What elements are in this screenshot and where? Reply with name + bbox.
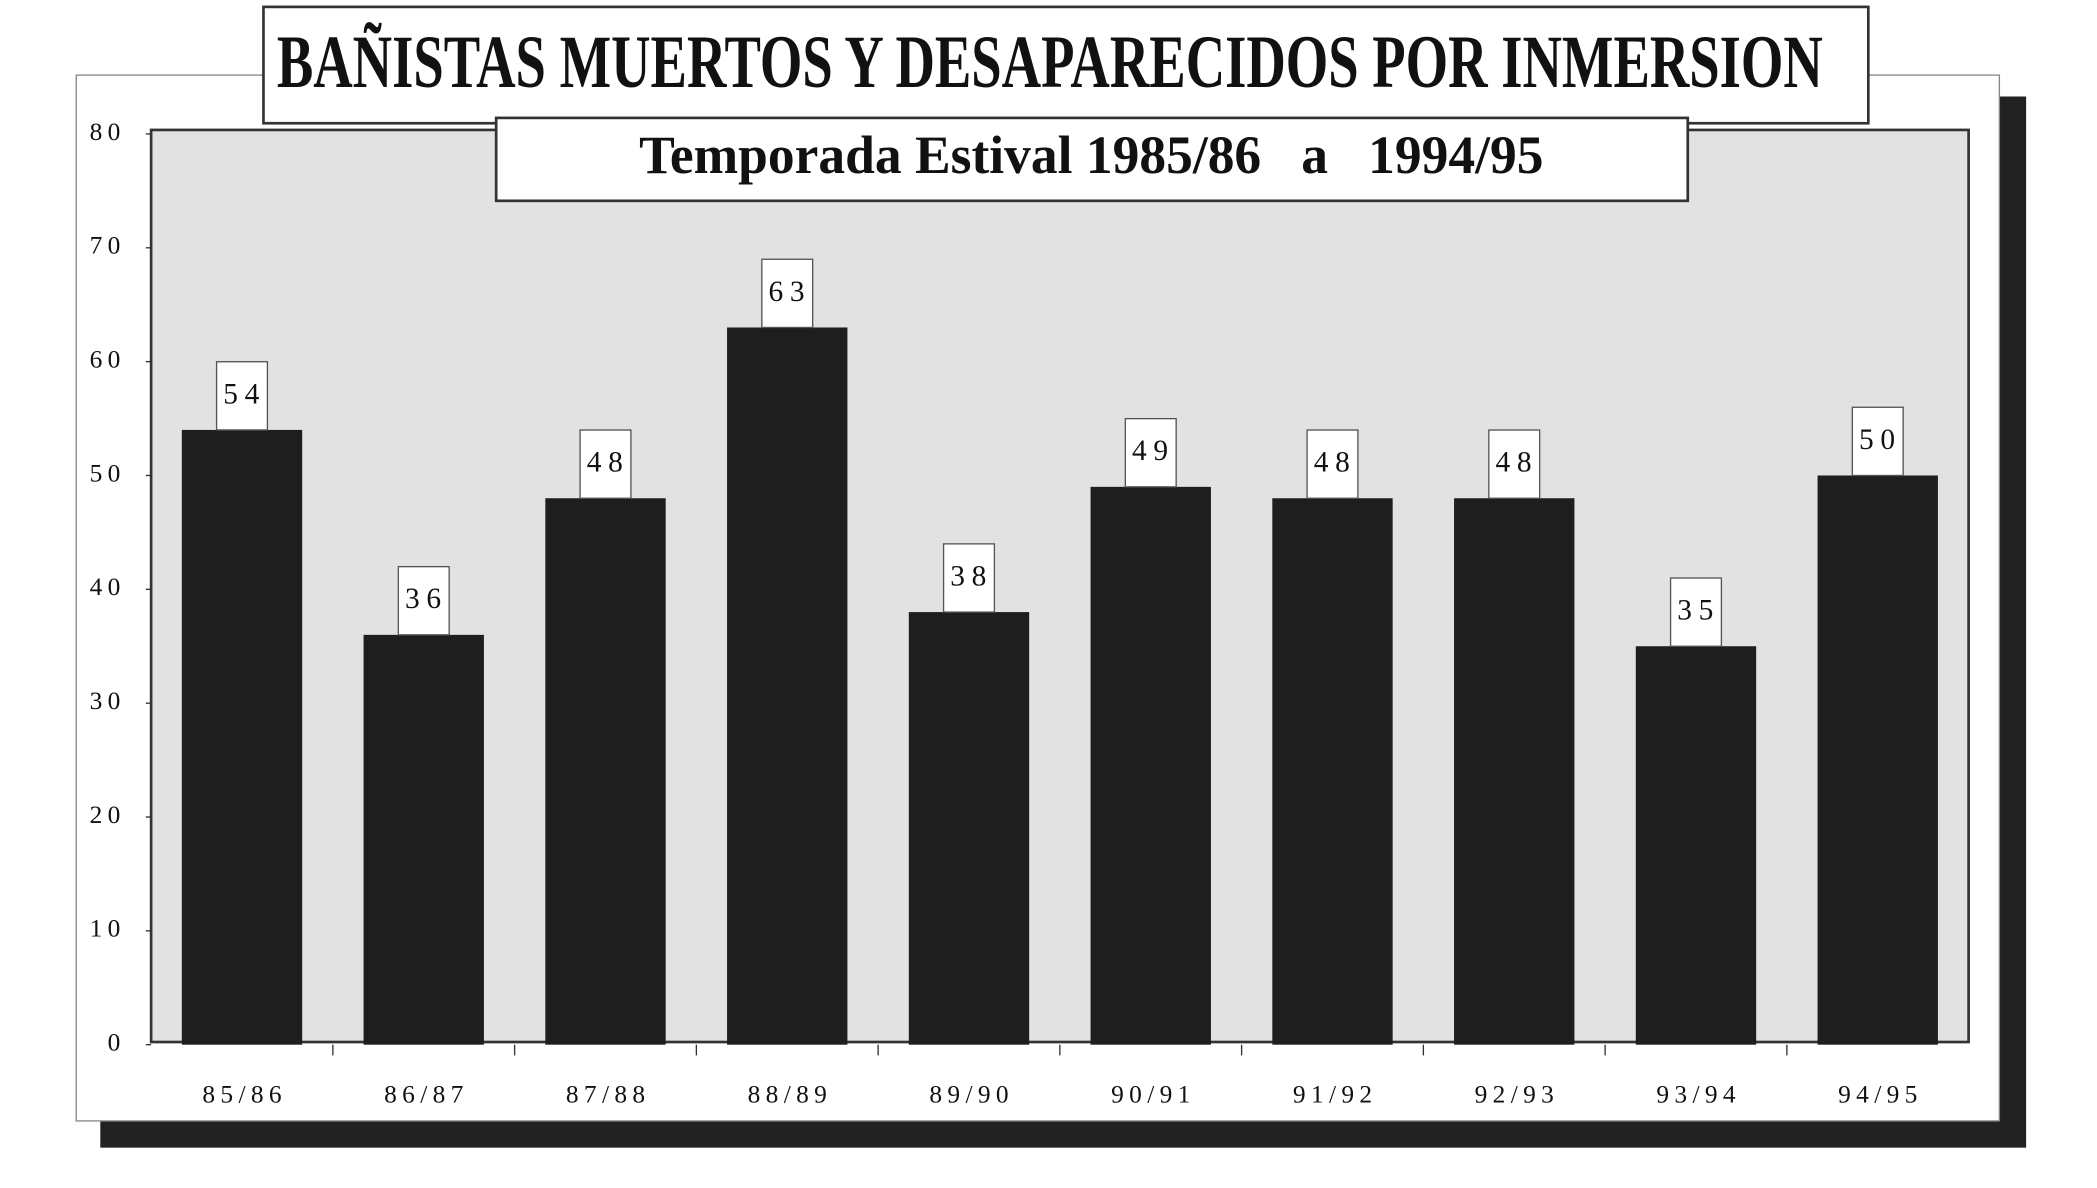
value-label-box xyxy=(215,361,269,431)
value-label: 63 xyxy=(769,276,812,308)
value-label-box xyxy=(579,429,632,499)
value-label: 38 xyxy=(950,560,993,592)
value-label-box xyxy=(397,565,450,636)
y-tick-label: 80 xyxy=(90,118,126,146)
y-tick-label: 10 xyxy=(90,915,126,943)
x-tick-label: 85/86 xyxy=(202,1081,287,1109)
subtitle-box xyxy=(494,116,1690,203)
value-label-box xyxy=(1306,429,1359,499)
value-label-box xyxy=(1488,429,1541,499)
y-tick-label: 70 xyxy=(90,232,126,260)
chart-subtitle: Temporada Estival 1985/86 a 1994/95 xyxy=(639,125,1543,185)
value-label: 48 xyxy=(587,447,630,479)
x-tick-label: 91/92 xyxy=(1293,1081,1378,1109)
value-label: 54 xyxy=(223,378,266,410)
bar xyxy=(1090,486,1211,1045)
value-label: 49 xyxy=(1132,435,1175,467)
value-label: 35 xyxy=(1677,595,1720,627)
bar xyxy=(908,612,1030,1045)
x-tick-label: 86/87 xyxy=(384,1081,469,1109)
bar xyxy=(181,429,303,1045)
value-label: 50 xyxy=(1859,424,1902,456)
x-tick-label: 88/89 xyxy=(748,1081,833,1109)
value-label: 48 xyxy=(1496,447,1539,479)
value-label-box xyxy=(761,258,814,329)
bar xyxy=(1817,475,1938,1045)
y-tick-label: 60 xyxy=(90,345,126,373)
y-tick-label: 40 xyxy=(90,573,126,601)
value-label-box xyxy=(1124,417,1177,488)
y-tick-label: 0 xyxy=(108,1029,126,1057)
x-tick-label: 87/88 xyxy=(566,1081,651,1109)
value-label: 36 xyxy=(405,583,448,615)
chart-title: BAÑISTAS MUERTOS Y DESAPARECIDOS POR INM… xyxy=(277,21,1823,104)
value-label-box xyxy=(1669,577,1723,647)
bar xyxy=(363,634,484,1045)
bar xyxy=(727,327,848,1045)
y-tick-label: 20 xyxy=(90,801,126,829)
value-label-box xyxy=(1851,406,1904,477)
x-tick-label: 93/94 xyxy=(1656,1081,1741,1109)
x-tick-label: 92/93 xyxy=(1475,1081,1560,1109)
value-label-box xyxy=(942,543,996,613)
bar xyxy=(1454,498,1575,1045)
bar xyxy=(1635,646,1757,1045)
bar xyxy=(1272,498,1393,1045)
title-box xyxy=(262,5,1870,125)
value-label: 48 xyxy=(1314,447,1357,479)
bar xyxy=(545,498,666,1045)
y-tick-label: 50 xyxy=(90,459,126,487)
x-tick-label: 94/95 xyxy=(1838,1081,1923,1109)
y-tick-label: 30 xyxy=(90,687,126,715)
x-tick-label: 89/90 xyxy=(929,1081,1014,1109)
x-tick-label: 90/91 xyxy=(1111,1081,1196,1109)
